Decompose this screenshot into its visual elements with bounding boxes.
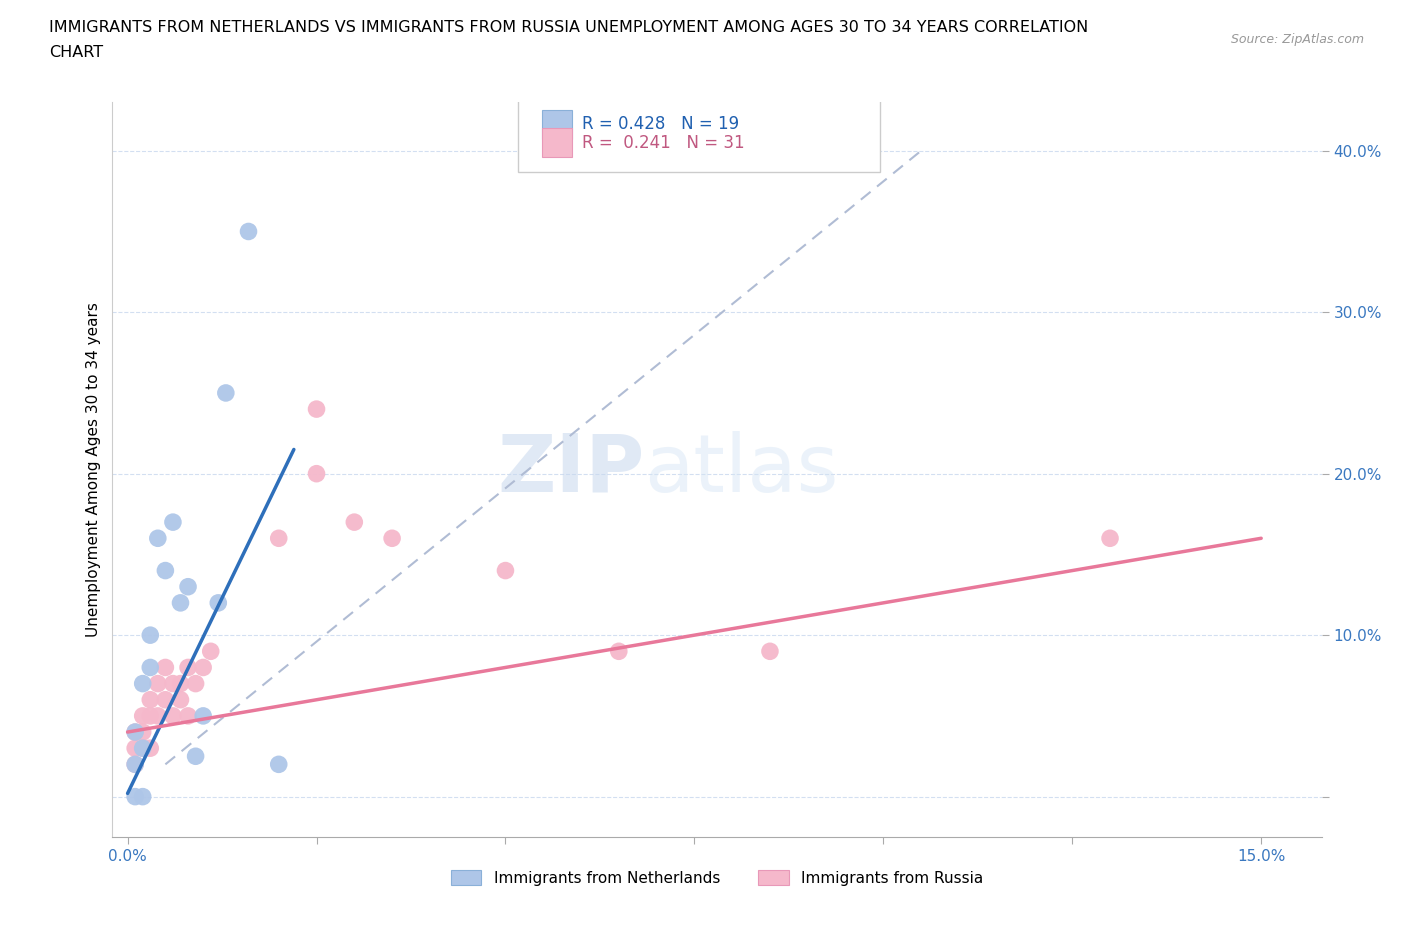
Point — [139, 709, 162, 724]
Point — [759, 644, 782, 658]
FancyBboxPatch shape — [517, 84, 880, 172]
Point — [132, 790, 155, 804]
Point — [132, 741, 155, 756]
Point — [146, 676, 169, 691]
Point — [155, 692, 177, 707]
Point — [139, 660, 162, 675]
Point — [124, 724, 146, 739]
Text: CHART: CHART — [49, 45, 103, 60]
Point — [169, 595, 191, 610]
Text: Source: ZipAtlas.com: Source: ZipAtlas.com — [1230, 33, 1364, 46]
Point — [132, 709, 155, 724]
Y-axis label: Unemployment Among Ages 30 to 34 years: Unemployment Among Ages 30 to 34 years — [86, 302, 101, 637]
Point — [207, 595, 229, 610]
Point — [162, 709, 184, 724]
Point — [305, 402, 328, 417]
Text: IMMIGRANTS FROM NETHERLANDS VS IMMIGRANTS FROM RUSSIA UNEMPLOYMENT AMONG AGES 30: IMMIGRANTS FROM NETHERLANDS VS IMMIGRANT… — [49, 20, 1088, 35]
Point — [191, 709, 215, 724]
Point — [124, 757, 146, 772]
Point — [200, 644, 222, 658]
Point — [155, 564, 177, 578]
Point — [162, 676, 184, 691]
Text: ZIP: ZIP — [498, 431, 644, 509]
Point — [146, 531, 169, 546]
Point — [177, 660, 200, 675]
Point — [124, 757, 146, 772]
Point — [169, 692, 191, 707]
Point — [132, 741, 155, 756]
Point — [607, 644, 630, 658]
Point — [177, 709, 200, 724]
Point — [124, 724, 146, 739]
Point — [124, 741, 146, 756]
Point — [238, 224, 260, 239]
Point — [495, 564, 517, 578]
Text: atlas: atlas — [644, 431, 839, 509]
Point — [177, 579, 200, 594]
Point — [139, 692, 162, 707]
Point — [184, 749, 207, 764]
Point — [162, 514, 184, 529]
Text: R =  0.241   N = 31: R = 0.241 N = 31 — [582, 134, 744, 152]
Point — [381, 531, 404, 546]
Point — [1098, 531, 1121, 546]
Legend: Immigrants from Netherlands, Immigrants from Russia: Immigrants from Netherlands, Immigrants … — [444, 864, 990, 892]
Point — [132, 724, 155, 739]
Point — [155, 660, 177, 675]
Point — [169, 676, 191, 691]
Point — [305, 466, 328, 481]
FancyBboxPatch shape — [541, 128, 572, 157]
Point — [215, 386, 238, 401]
Point — [184, 676, 207, 691]
Point — [267, 531, 290, 546]
Point — [139, 741, 162, 756]
Point — [267, 757, 290, 772]
Point — [343, 514, 366, 529]
FancyBboxPatch shape — [541, 110, 572, 139]
Point — [146, 709, 169, 724]
Point — [191, 660, 215, 675]
Point — [124, 790, 146, 804]
Point — [132, 676, 155, 691]
Point — [139, 628, 162, 643]
Text: R = 0.428   N = 19: R = 0.428 N = 19 — [582, 115, 738, 133]
